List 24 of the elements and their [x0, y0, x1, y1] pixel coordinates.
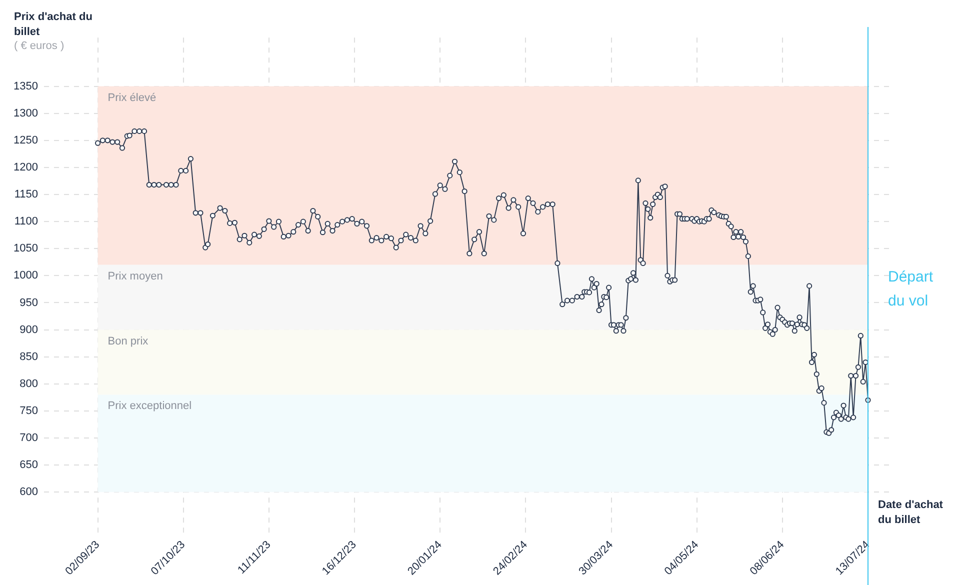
y-tick-label: 1150 — [14, 188, 38, 201]
y-tick-label: 900 — [20, 324, 38, 336]
y-tick-label: 650 — [20, 459, 38, 472]
y-tick-label: 1100 — [14, 216, 38, 228]
y-tick-label: 1000 — [14, 270, 38, 282]
y-tick-label: 1200 — [14, 161, 38, 174]
y-tick-label: 1250 — [14, 134, 38, 146]
y-tick-label: 850 — [20, 350, 38, 363]
ref-line-label: Départ du vol — [888, 268, 934, 310]
y-tick-label: 950 — [20, 296, 38, 309]
annotation: ( € euros ) — [14, 40, 64, 52]
y-tick-label: 700 — [20, 432, 38, 444]
band-label: Prix exceptionnel — [108, 400, 192, 412]
y-axis-title: Prix d'achat du billet — [14, 10, 94, 40]
band-label: Prix élevé — [108, 92, 156, 104]
band-label: Bon prix — [108, 335, 149, 348]
y-tick-label: 750 — [20, 404, 38, 417]
band-label: Prix moyen — [108, 270, 163, 282]
y-tick-label: 1050 — [14, 242, 38, 255]
x-axis-title: Date d'achat du billet — [878, 498, 944, 528]
y-tick-label: 600 — [20, 486, 38, 498]
y-tick-label: 1300 — [14, 107, 38, 120]
y-tick-label: 800 — [20, 378, 38, 390]
y-tick-label: 1350 — [14, 80, 38, 92]
